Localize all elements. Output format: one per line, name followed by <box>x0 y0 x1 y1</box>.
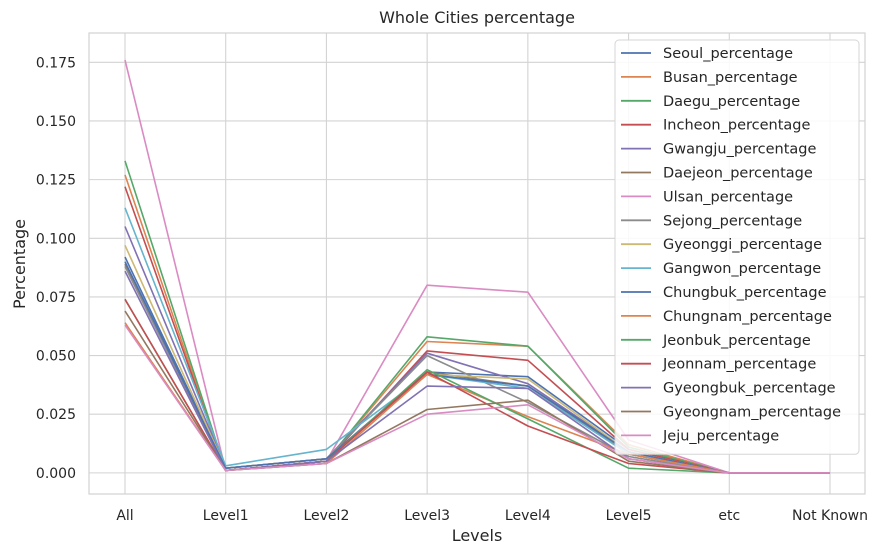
legend-label: Gyeongnam_percentage <box>663 405 841 421</box>
axes: All Level1 Level2 Level3 Level4 Level5 etc Not … <box>36 32 868 524</box>
y-axis-title: Percentage <box>10 219 29 309</box>
legend-label: Gangwon_percentage <box>663 261 821 277</box>
legend-label: Daejeon_percentage <box>663 166 813 182</box>
legend: Seoul_percentage Busan_percentage Daegu_pe… <box>614 39 860 455</box>
legend-label: Busan_percentage <box>663 70 798 86</box>
y-tick-label: 0.125 <box>36 173 76 189</box>
x-tick-label: All <box>116 508 133 524</box>
x-tick-label: Level3 <box>404 508 450 524</box>
legend-label: Incheon_percentage <box>663 118 810 134</box>
x-tick-label: Level2 <box>303 508 349 524</box>
y-tick-label: 0.175 <box>36 55 76 71</box>
y-tick-label: 0.025 <box>36 407 76 423</box>
x-axis-title: Levels <box>452 526 503 545</box>
legend-label: Ulsan_percentage <box>663 189 793 205</box>
legend-label: Jeonbuk_percentage <box>662 333 811 349</box>
legend-label: Sejong_percentage <box>663 213 802 229</box>
series-line-jeju-percentage <box>124 324 830 474</box>
plot-frame <box>88 32 866 495</box>
x-tick-label: Not Known <box>792 508 868 524</box>
x-tick-label: etc <box>718 508 740 524</box>
x-tick-label: Level1 <box>203 508 249 524</box>
legend-box <box>614 39 860 455</box>
legend-label: Daegu_percentage <box>663 94 800 110</box>
y-tick-label: 0.000 <box>36 466 76 482</box>
legend-label: Chungnam_percentage <box>663 309 832 325</box>
y-tick-label: 0.150 <box>36 114 76 130</box>
x-tick-label: Level4 <box>505 508 551 524</box>
legend-label: Seoul_percentage <box>663 46 793 62</box>
legend-label: Gyeongbuk_percentage <box>663 381 836 397</box>
legend-label: Chungbuk_percentage <box>663 285 827 301</box>
y-tick-label: 0.050 <box>36 349 76 365</box>
legend-label: Gyeonggi_percentage <box>663 237 822 253</box>
legend-label: Jeonnam_percentage <box>662 357 816 373</box>
series-lines <box>124 59 830 474</box>
y-tick-label: 0.100 <box>36 231 76 247</box>
chart-title: Whole Cities percentage <box>379 8 575 27</box>
y-tick-label: 0.075 <box>36 290 76 306</box>
legend-label: Gwangju_percentage <box>663 142 816 158</box>
legend-label: Jeju_percentage <box>662 428 779 444</box>
x-tick-label: Level5 <box>606 508 652 524</box>
